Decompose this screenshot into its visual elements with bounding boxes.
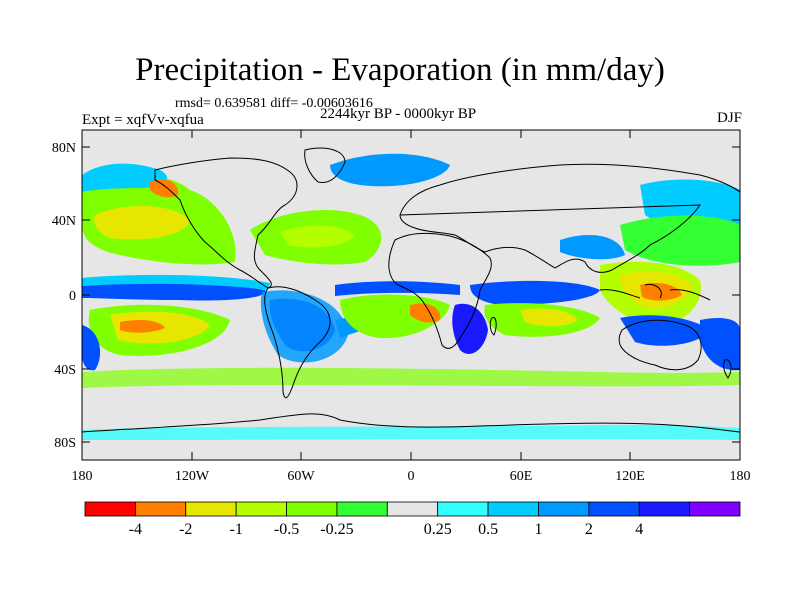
lon-label-180w: 180 — [72, 469, 93, 484]
field-alaska-core — [150, 179, 179, 198]
colorbar-swatch — [487, 501, 539, 517]
coast-south-america — [264, 286, 331, 399]
colorbar-swatch — [386, 501, 439, 517]
lon-label-60e: 60E — [510, 469, 533, 484]
lon-label-180e: 180 — [730, 469, 751, 484]
colorbar-label: 0.5 — [478, 521, 498, 538]
field-indian-blue — [470, 280, 600, 305]
colorbar-swatch — [638, 501, 691, 517]
field-spac-core — [120, 320, 165, 333]
lon-label-60w: 60W — [287, 469, 315, 484]
colorbar-swatch — [84, 501, 136, 517]
field-itcz-pacific-edge — [82, 274, 270, 290]
field-nwpac-blue — [560, 235, 625, 260]
field-spcz-east — [700, 318, 740, 371]
colorbar — [84, 501, 741, 517]
lat-label-80s: 80S — [54, 436, 76, 451]
coast-eurasia — [399, 163, 740, 273]
field-antarctic-cyan — [82, 424, 740, 440]
colorbar-swatch — [185, 501, 237, 517]
lon-label-0: 0 — [408, 469, 415, 484]
colorbar-label: -2 — [179, 521, 192, 538]
coast-madagascar — [489, 316, 497, 336]
lat-label-80n: 80N — [52, 141, 76, 156]
coastlines — [82, 147, 740, 433]
colorbar-label: -0.25 — [320, 521, 353, 538]
season-label: DJF — [716, 110, 742, 126]
coast-indonesia — [599, 283, 711, 301]
colorbar-label: -0.5 — [274, 521, 299, 538]
colorbar-swatch — [437, 501, 489, 517]
colorbar-label: 2 — [585, 521, 593, 538]
field-safrica — [452, 303, 488, 354]
colorbar-swatch — [588, 501, 640, 517]
coast-antarctica — [82, 413, 740, 433]
field-southern-ocean — [82, 367, 740, 388]
colorbar-swatch — [286, 501, 338, 517]
colorbar-label: 4 — [635, 521, 643, 538]
coast-greenland — [304, 147, 346, 184]
stats-text: rmsd= 0.639581 diff= -0.00603616 — [175, 96, 373, 111]
colorbar-label: -1 — [229, 521, 242, 538]
axis-ticks — [82, 130, 740, 460]
coast-africa — [388, 232, 492, 349]
field-subpolar-blue — [82, 163, 168, 192]
coast-australia — [618, 319, 702, 371]
colorbar-label: 0.25 — [424, 521, 452, 538]
field-itcz-atlantic — [335, 281, 460, 296]
field-australia-north — [620, 315, 710, 346]
experiment-label: Expt = xqfVv-xqfua — [82, 112, 204, 128]
field-contours — [82, 153, 740, 440]
field-indian-south-core — [520, 308, 578, 327]
field-itcz-pacific — [82, 282, 266, 301]
field-npac-inner — [94, 205, 190, 240]
coast-north-america — [154, 157, 298, 289]
colorbar-swatch — [689, 501, 741, 517]
field-spcz — [82, 325, 101, 371]
colorbar-swatch — [336, 501, 388, 517]
map-title: Precipitation - Evaporation (in mm/day) — [135, 52, 665, 88]
field-natl-inner — [280, 225, 355, 248]
colorbar-label: 1 — [534, 521, 542, 538]
field-amazon-edge — [260, 290, 348, 363]
coast-new-zealand — [723, 359, 732, 379]
period-label: 2244kyr BP - 0000kyr BP — [320, 106, 477, 122]
lat-label-40s: 40S — [54, 363, 76, 378]
lat-label-0: 0 — [69, 289, 76, 304]
lon-label-120e: 120E — [615, 469, 645, 484]
lon-label-120w: 120W — [175, 469, 210, 484]
colorbar-swatch — [134, 501, 187, 517]
colorbar-label: -4 — [129, 521, 142, 538]
field-npac-east-green — [620, 215, 740, 266]
lat-label-40n: 40N — [52, 214, 76, 229]
colorbar-swatch — [235, 501, 287, 517]
colorbar-swatch — [538, 501, 590, 517]
field-arctic-blue — [330, 153, 450, 187]
colorbar-labels: -4 -2 -1 -0.5 -0.25 0.25 0.5 1 2 4 — [129, 521, 644, 538]
